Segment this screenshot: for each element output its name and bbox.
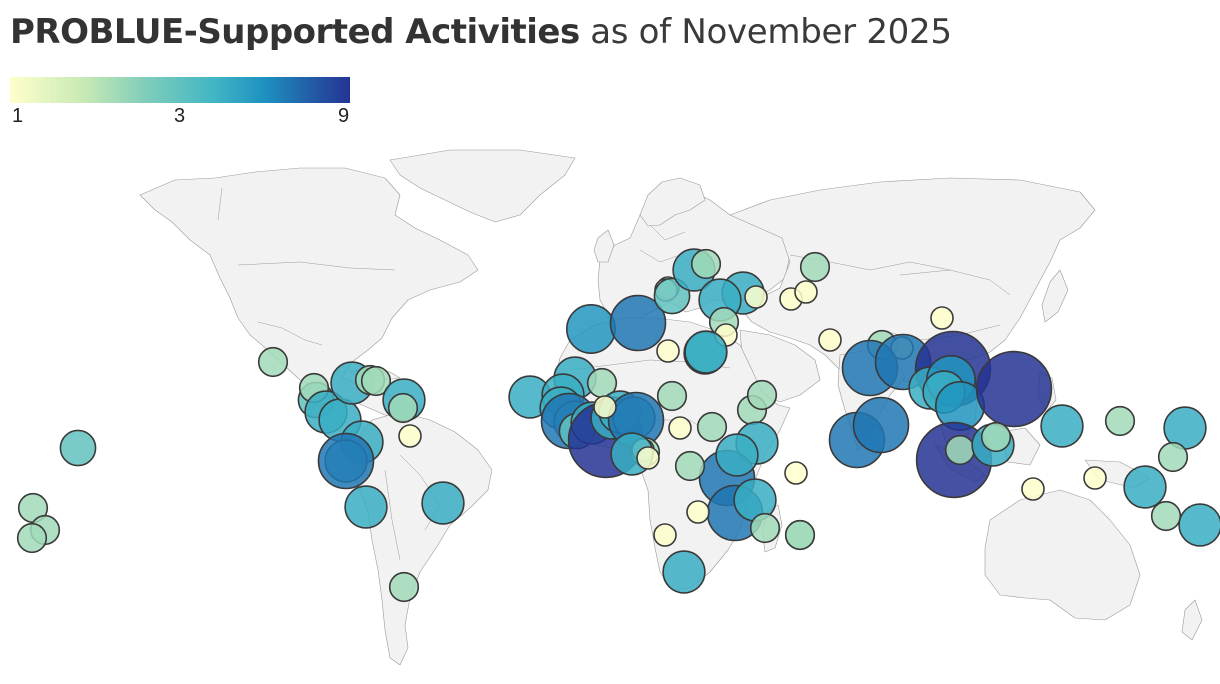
- legend-tick-mid: 3: [174, 105, 186, 127]
- bubble-south-africa[interactable]: South Africa: [662, 550, 706, 594]
- bubble-vanuatu[interactable]: Vanuatu: [1157, 441, 1189, 473]
- bubble-philippines[interactable]: Philippines: [1040, 404, 1084, 448]
- border-alaska: [217, 187, 223, 221]
- bubble-seychelles[interactable]: Seychelles: [784, 461, 808, 485]
- border-us-mexico: [257, 321, 323, 346]
- map-title: PROBLUE-Supported Activities as of Novem…: [10, 12, 952, 52]
- bubble-tajikistan[interactable]: Tajikistan: [930, 306, 954, 330]
- bubble-grenada[interactable]: Grenada: [387, 392, 419, 424]
- bubble-sao-tome[interactable]: Sao Tome: [636, 446, 660, 470]
- bubble-armenia[interactable]: Armenia: [794, 280, 818, 304]
- bubble-png[interactable]: PNG: [1083, 466, 1107, 490]
- bubble-kazakhstan[interactable]: Kazakhstan: [799, 251, 831, 283]
- bubble-layer[interactable]: HawaiiFiji-westFiji-eastTongaMexicoGuate…: [16, 248, 1220, 603]
- bubble-namibia[interactable]: Namibia: [653, 523, 677, 547]
- legend-tick-max: 9: [338, 105, 350, 127]
- border-andes: [384, 469, 401, 561]
- bubble-sri-lanka[interactable]: Sri Lanka: [852, 396, 910, 454]
- bubble-hawaii[interactable]: Hawaii: [59, 429, 97, 467]
- color-scale-bar: [10, 77, 350, 103]
- world-map[interactable]: HawaiiFiji-westFiji-eastTongaMexicoGuate…: [0, 140, 1220, 684]
- land-new-zealand: [1181, 599, 1203, 641]
- bubble-pakistan[interactable]: Pakistan: [818, 328, 842, 352]
- bubble-iraq[interactable]: Iraq: [684, 330, 728, 374]
- map-title-date: as of November 2025: [579, 12, 952, 52]
- land-scandinavia: [639, 177, 706, 227]
- bubble-timor-leste[interactable]: Timor-Leste: [1021, 477, 1045, 501]
- bubble-chad[interactable]: Chad: [656, 380, 688, 412]
- legend-tick-min: 1: [12, 105, 24, 127]
- bubble-ecuador[interactable]: Ecuador: [317, 432, 375, 490]
- color-legend: 1 3 9: [10, 77, 350, 127]
- border-mongolia: [899, 269, 1011, 296]
- bubble-sudan[interactable]: Sudan: [696, 411, 728, 443]
- bubble-madagascar[interactable]: Madagascar: [749, 512, 781, 544]
- bubble-fiji[interactable]: Fiji: [1178, 503, 1220, 547]
- land-greenland: [389, 149, 576, 223]
- bubble-niger[interactable]: Niger: [593, 395, 617, 419]
- border-europe-2: [649, 224, 686, 241]
- land-uk: [593, 229, 615, 263]
- bubble-mauritius[interactable]: Mauritius: [784, 519, 816, 551]
- bubble-new-caledonia[interactable]: New Caledonia: [1150, 500, 1182, 532]
- bubble-guyana[interactable]: Guyana: [398, 424, 422, 448]
- bubble-morocco[interactable]: Morocco: [565, 303, 616, 354]
- land-japan: [1041, 269, 1069, 323]
- bubble-mexico[interactable]: Mexico: [257, 346, 289, 378]
- bubble-uganda[interactable]: Uganda: [715, 433, 759, 477]
- bubble-palau[interactable]: Palau: [1104, 405, 1136, 437]
- map-title-bold: PROBLUE-Supported Activities: [10, 12, 580, 52]
- bubble-peru[interactable]: Peru: [344, 485, 388, 529]
- border-us-canada: [237, 261, 396, 271]
- bubble-moldova[interactable]: Moldova: [690, 248, 722, 280]
- bubble-uruguay[interactable]: Uruguay: [388, 571, 420, 603]
- bubble-drc[interactable]: DRC: [674, 450, 706, 482]
- bubble-vietnam[interactable]: Vietnam: [975, 350, 1053, 428]
- bubble-libya[interactable]: Libya: [656, 339, 680, 363]
- bubble-zambia[interactable]: Zambia: [686, 500, 710, 524]
- land-australia: [984, 489, 1141, 621]
- bubble-china[interactable]: China: [980, 421, 1012, 453]
- bubble-central-african-rep-[interactable]: Central African Rep.: [668, 416, 692, 440]
- bubble-solomon-islands[interactable]: Solomon Islands: [1123, 465, 1167, 509]
- bubble-brazil[interactable]: Brazil: [421, 481, 465, 525]
- bubble-tunisia[interactable]: Tunisia: [609, 294, 667, 352]
- bubble-somalia[interactable]: Somalia: [746, 379, 778, 411]
- bubble-malaysia[interactable]: Malaysia: [944, 434, 976, 466]
- bubble-dominican-republic[interactable]: Dominican Republic: [360, 365, 392, 397]
- bubble-georgia[interactable]: Georgia: [744, 285, 768, 309]
- bubble-tonga[interactable]: Tonga: [16, 522, 48, 554]
